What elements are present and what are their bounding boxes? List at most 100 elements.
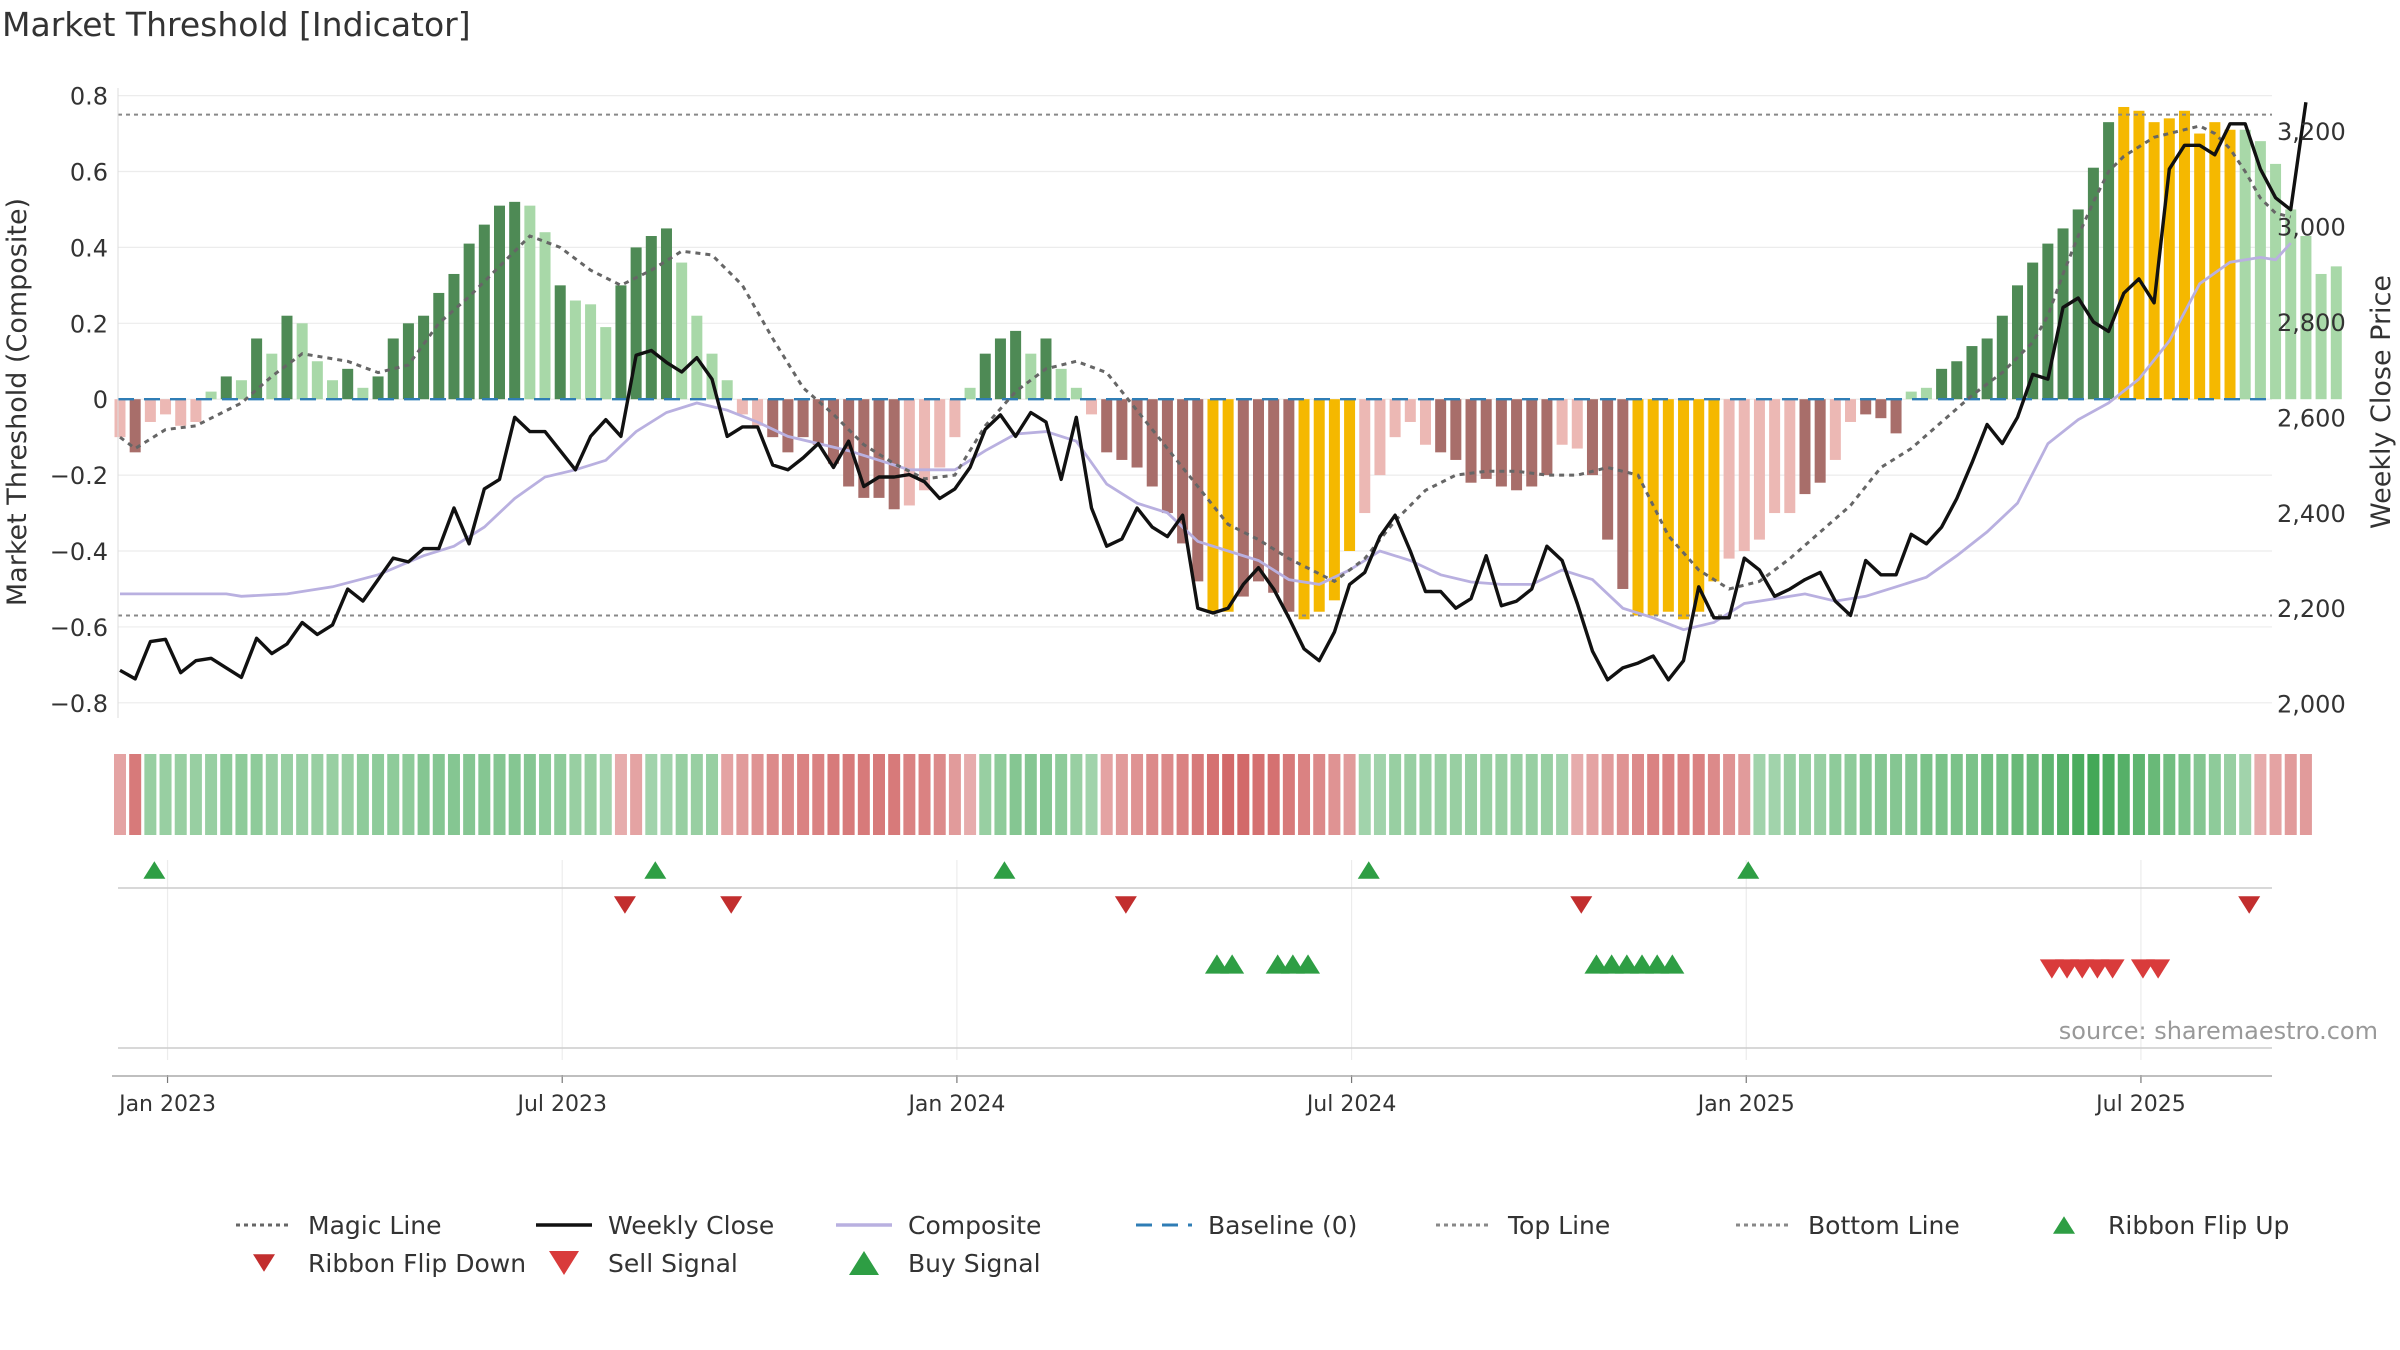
ribbon-cell <box>341 754 354 835</box>
y-left-tick-label: −0.4 <box>50 538 108 566</box>
composite-bar <box>311 361 323 400</box>
sell-signal-marker <box>2130 959 2155 979</box>
y-left-tick-label: 0.8 <box>70 83 108 111</box>
composite-bar <box>2209 122 2221 400</box>
sell-signal-marker <box>2100 959 2125 979</box>
ribbon-cell <box>2254 754 2267 835</box>
composite-bar <box>1435 399 1447 453</box>
ribbon-cell <box>1434 754 1447 835</box>
y-right-tick-label: 3,200 <box>2277 118 2346 146</box>
ribbon-cell <box>2117 754 2130 835</box>
composite-bar <box>2103 122 2115 400</box>
composite-bar <box>1693 399 1705 612</box>
ribbon-cell <box>1024 754 1037 835</box>
ribbon-cell <box>539 754 552 835</box>
buy-signal-marker <box>1599 954 1624 974</box>
ribbon-cell <box>174 754 187 835</box>
legend-swatch <box>253 1254 275 1272</box>
buy-signal-marker <box>1204 954 1229 974</box>
ribbon-cell <box>1100 754 1113 835</box>
ribbon-cell <box>2057 754 2070 835</box>
ribbon-cell <box>1814 754 1827 835</box>
composite-bar <box>2163 118 2175 400</box>
composite-bar <box>2239 129 2251 400</box>
legend-item: Ribbon Flip Up <box>2053 1211 2289 1240</box>
composite-bar <box>752 399 764 426</box>
ribbon-cell <box>1996 754 2009 835</box>
composite-bar <box>357 387 369 400</box>
composite-bar <box>676 262 688 400</box>
ribbon-cell <box>1935 754 1948 835</box>
ribbon-cell <box>1039 754 1052 835</box>
magic-line <box>119 124 2292 591</box>
legend-item: Composite <box>836 1211 1041 1240</box>
ribbon-cell <box>2299 754 2312 835</box>
chart-title: Market Threshold [Indicator] <box>2 5 471 44</box>
ribbon-cell <box>812 754 825 835</box>
ribbon-cell <box>1373 754 1386 835</box>
composite-bar <box>767 399 779 438</box>
ribbon-cell <box>1525 754 1538 835</box>
ribbon-cell <box>1389 754 1402 835</box>
sell-signal-marker <box>2039 959 2064 979</box>
ribbon-cell <box>948 754 961 835</box>
buy-signal-marker <box>1630 954 1654 974</box>
ribbon-cell <box>873 754 885 835</box>
composite-bar <box>645 236 657 400</box>
composite-bar <box>1890 399 1902 434</box>
ribbon-cell <box>1480 754 1493 835</box>
ribbon-cell <box>1890 754 1903 835</box>
ribbon-cell <box>1844 754 1857 835</box>
ribbon-cell <box>1419 754 1432 835</box>
ribbon-cell <box>2011 754 2024 835</box>
composite-bar <box>1678 399 1690 620</box>
ribbon-cell <box>2102 754 2115 835</box>
composite-bar <box>903 399 915 506</box>
composite-bar <box>296 323 308 400</box>
composite-bar <box>1966 346 1978 400</box>
composite-bar <box>979 353 991 400</box>
ribbon-cell <box>1449 754 1462 835</box>
composite-bar <box>1556 399 1568 445</box>
composite-bar <box>1662 399 1674 612</box>
ribbon-cell <box>721 754 734 835</box>
buy-signal-marker <box>1265 954 1290 974</box>
ribbon-cell <box>1965 754 1978 835</box>
ribbon-cell <box>2208 754 2221 835</box>
ribbon-cell <box>417 754 430 835</box>
buy-signal-marker <box>1220 954 1245 974</box>
composite-bar <box>418 315 430 400</box>
ribbon-flip-up-marker <box>1737 861 1760 879</box>
composite-bar <box>1920 387 1932 400</box>
ribbon-cell <box>994 754 1007 835</box>
sell-signal-marker <box>2085 959 2110 979</box>
composite-bar <box>160 399 172 415</box>
ribbon-cell <box>1282 754 1295 835</box>
composite-bar <box>220 376 232 400</box>
ribbon-cell <box>478 754 491 835</box>
composite-bar <box>342 368 354 400</box>
ribbon-cell <box>1343 754 1356 835</box>
composite-bar <box>1344 399 1356 552</box>
ribbon-cell <box>2224 754 2237 835</box>
ribbon-cell <box>2239 754 2252 835</box>
legend-label: Ribbon Flip Down <box>308 1249 526 1278</box>
composite-bar <box>251 338 263 400</box>
composite-bar <box>1070 387 1082 400</box>
ribbon-cell <box>630 754 643 835</box>
composite-bar <box>1116 399 1128 460</box>
composite-bar <box>2072 209 2084 400</box>
ribbon-cell <box>1601 754 1614 835</box>
composite-bar <box>554 285 566 400</box>
ribbon-cell <box>432 754 445 835</box>
composite-bar <box>797 399 809 438</box>
ribbon-cell <box>220 754 233 835</box>
legend-label: Top Line <box>1507 1211 1610 1240</box>
ribbon-cell <box>918 754 931 835</box>
composite-bar <box>205 391 217 400</box>
composite-bar <box>2148 122 2160 400</box>
composite-bar <box>1875 399 1887 419</box>
legend-label: Weekly Close <box>608 1211 774 1240</box>
y-left-tick-label: 0.2 <box>70 310 108 338</box>
legend-label: Bottom Line <box>1808 1211 1960 1240</box>
